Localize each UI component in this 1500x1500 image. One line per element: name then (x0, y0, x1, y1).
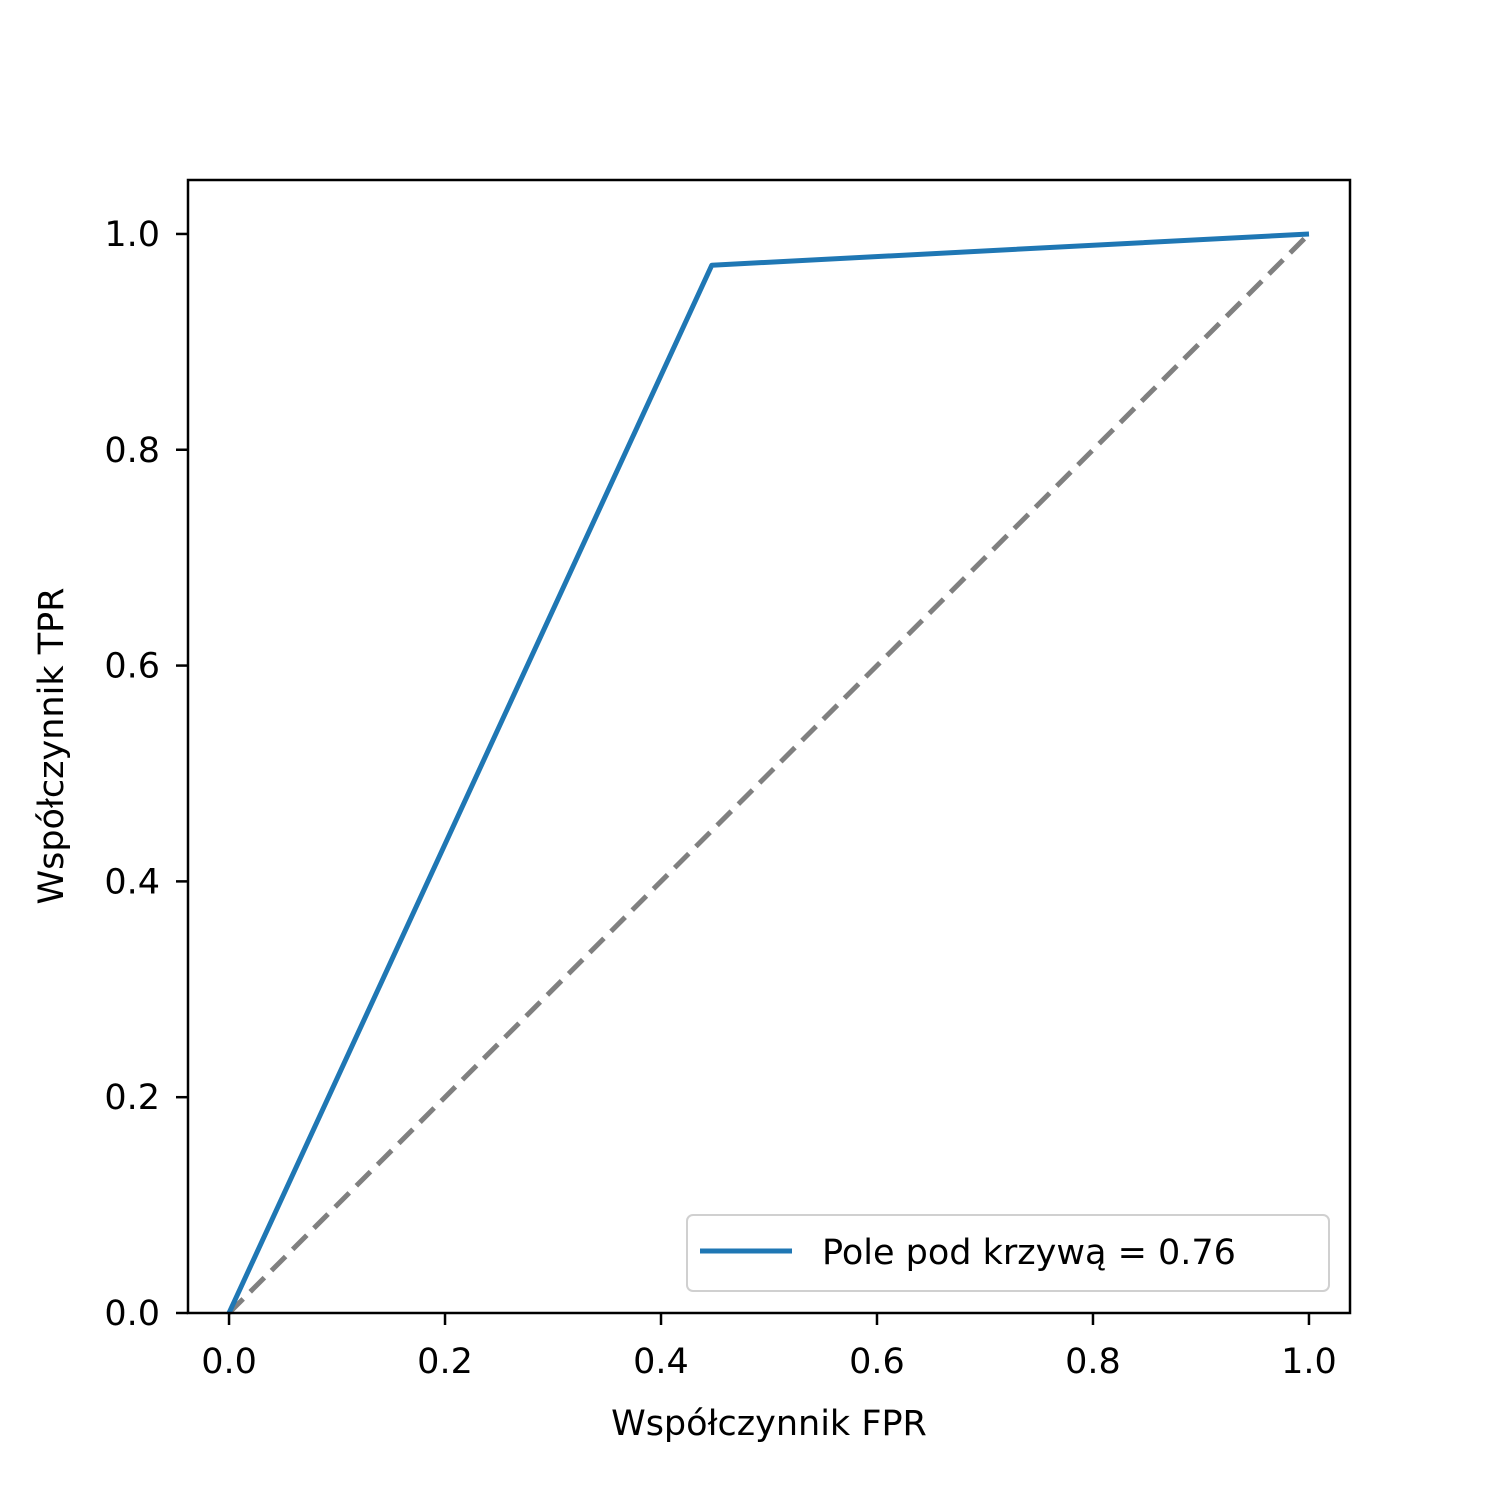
x-tick-label: 0.2 (417, 1342, 473, 1382)
y-tick-label: 0.0 (104, 1294, 160, 1334)
y-tick-label: 1.0 (104, 215, 160, 255)
x-axis-label: Współczynnik FPR (611, 1404, 927, 1444)
x-axis-ticks: 0.0 0.2 0.4 0.6 0.8 1.0 (201, 1313, 1337, 1382)
y-tick-label: 0.8 (104, 431, 160, 471)
y-axis-label: Współczynnik TPR (32, 587, 72, 904)
roc-curve-line (226, 231, 1310, 1315)
y-tick-label: 0.4 (104, 862, 160, 902)
legend: Pole pod krzywą = 0.76 (686, 1214, 1330, 1292)
axes-frame (186, 178, 1352, 1315)
y-tick-label: 0.2 (104, 1078, 160, 1118)
chance-diagonal-line (227, 232, 1311, 1315)
x-tick-label: 0.4 (633, 1342, 689, 1382)
legend-box (686, 1214, 1330, 1292)
y-axis-ticks: 0.0 0.2 0.4 0.6 0.8 1.0 (104, 215, 188, 1334)
x-tick-label: 1.0 (1281, 1342, 1337, 1382)
x-tick-label: 0.0 (201, 1342, 257, 1382)
plot-lines (226, 231, 1311, 1315)
y-tick-label: 0.6 (104, 647, 160, 687)
x-tick-label: 0.6 (849, 1342, 905, 1382)
legend-label-roc: Pole pod krzywą = 0.76 (822, 1233, 1236, 1273)
x-tick-label: 0.8 (1065, 1342, 1121, 1382)
